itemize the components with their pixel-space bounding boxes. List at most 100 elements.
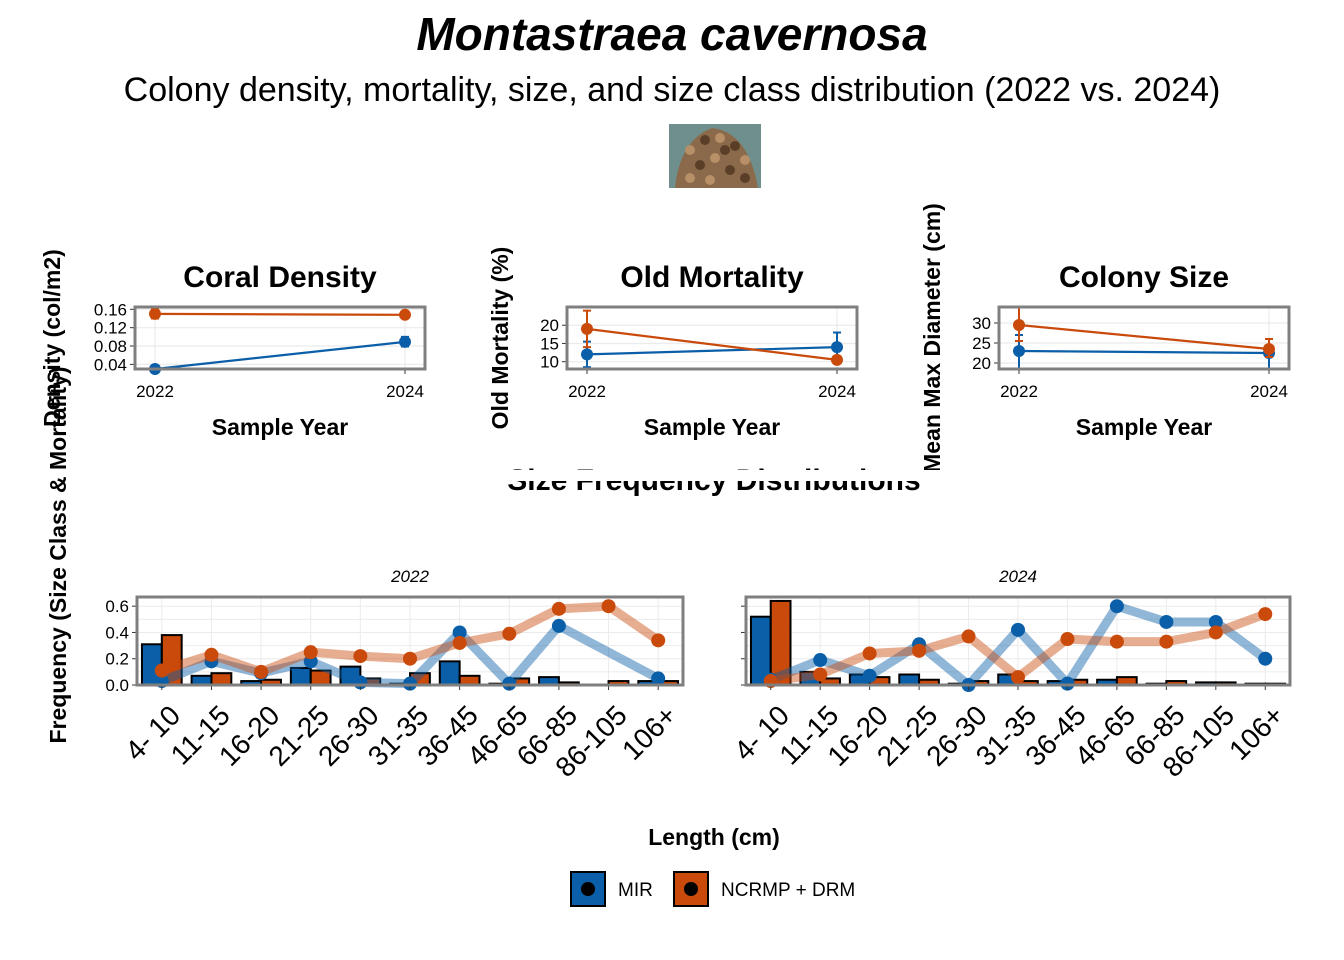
x-tick-label: 2024 bbox=[818, 382, 856, 401]
x-category-label: 106+ bbox=[1223, 699, 1290, 766]
data-point bbox=[831, 353, 843, 366]
frequency-point bbox=[961, 629, 976, 644]
frequency-point bbox=[1109, 634, 1124, 649]
y-tick-label: 0.4 bbox=[105, 623, 129, 642]
frequency-point bbox=[1060, 632, 1075, 647]
panel-coral-density: Coral Density 0.040.080.120.16 2022 2024 Sam… bbox=[39, 249, 427, 440]
plot-area bbox=[135, 307, 425, 369]
frequency-point bbox=[1011, 670, 1025, 685]
frequency-point bbox=[551, 601, 566, 616]
frequency-point bbox=[1258, 651, 1273, 666]
y-tick-label: 30 bbox=[972, 314, 991, 333]
y-axis-title: Mean Max Diameter (cm) bbox=[919, 203, 945, 473]
frequency-point bbox=[813, 653, 828, 668]
frequency-point bbox=[254, 664, 269, 679]
panel-border bbox=[565, 305, 859, 371]
x-axis-title: Sample Year bbox=[644, 414, 780, 440]
legend: MIR NCRMP + DRM bbox=[570, 871, 855, 907]
frequency-point bbox=[1109, 599, 1124, 614]
coral-polyp bbox=[685, 145, 695, 155]
frequency-point bbox=[862, 668, 877, 683]
panel-border bbox=[133, 305, 427, 371]
coral-polyp bbox=[740, 173, 750, 183]
data-point bbox=[399, 335, 411, 348]
y-tick-label: 15 bbox=[540, 334, 559, 353]
frequency-point bbox=[651, 633, 666, 648]
data-point bbox=[149, 307, 161, 320]
frequency-point bbox=[651, 671, 666, 686]
coral-polyp bbox=[710, 153, 720, 163]
series-line bbox=[586, 327, 838, 361]
y-tick-label: 10 bbox=[540, 353, 559, 372]
data-point bbox=[1013, 345, 1025, 357]
x-axis-title: Sample Year bbox=[1076, 414, 1212, 440]
facet-label: 2024 bbox=[998, 567, 1037, 586]
coral-polyp bbox=[730, 141, 740, 151]
coral-photo bbox=[669, 124, 761, 188]
series-line bbox=[154, 340, 406, 371]
bar-ncrmp bbox=[210, 672, 233, 686]
frequency-point bbox=[452, 635, 467, 650]
frequency-point bbox=[1159, 634, 1174, 649]
x-axis-title: Sample Year bbox=[212, 414, 348, 440]
y-tick-label: 0.16 bbox=[94, 300, 127, 319]
frequency-line bbox=[160, 621, 661, 689]
plot-area bbox=[567, 307, 857, 369]
x-tick-label: 2024 bbox=[1250, 382, 1288, 401]
coral-polyp bbox=[720, 145, 730, 155]
bar-mir bbox=[438, 660, 461, 687]
frequency-point bbox=[403, 651, 417, 666]
x-tick-label: 2022 bbox=[1000, 382, 1038, 401]
y-tick-label: 0.12 bbox=[94, 319, 127, 338]
data-point bbox=[581, 348, 593, 361]
frequency-point bbox=[551, 618, 566, 633]
coral-polyp bbox=[705, 175, 715, 185]
frequency-point bbox=[1011, 622, 1025, 637]
y-tick-label: 0.04 bbox=[94, 355, 127, 374]
frequency-point bbox=[1208, 614, 1223, 629]
panel-title: Coral Density bbox=[183, 261, 377, 294]
y-tick-label: 0.08 bbox=[94, 337, 127, 356]
y-axis-title: Density (col/m2) bbox=[39, 249, 65, 427]
x-category-label: 106+ bbox=[616, 699, 683, 766]
legend-key-point bbox=[581, 882, 595, 896]
series-line bbox=[586, 346, 838, 356]
bar-mir bbox=[289, 666, 312, 686]
data-point bbox=[399, 308, 411, 321]
panel-title: Old Mortality bbox=[620, 261, 804, 294]
y-tick-label: 0.0 bbox=[105, 676, 129, 695]
frequency-point bbox=[353, 649, 368, 664]
panel-border bbox=[997, 305, 1291, 371]
frequency-point bbox=[1208, 625, 1223, 640]
title-overlap-mask bbox=[440, 470, 1000, 481]
top-panels: Coral Density 0.040.080.120.16 2022 2024 Sam… bbox=[39, 203, 1291, 473]
legend-key-point bbox=[684, 882, 698, 896]
coral-polyp bbox=[685, 173, 695, 183]
coral-polyp bbox=[700, 135, 710, 145]
facet-label: 2022 bbox=[390, 567, 429, 586]
x-tick-label: 2024 bbox=[386, 382, 424, 401]
y-axis-title: Old Mortality (%) bbox=[487, 247, 513, 430]
data-point bbox=[581, 322, 593, 335]
coral-polyp bbox=[725, 165, 735, 175]
y-tick-label: 20 bbox=[972, 354, 991, 373]
frequency-point bbox=[813, 667, 828, 682]
y-tick-label: 20 bbox=[540, 316, 559, 335]
data-point bbox=[1013, 319, 1025, 331]
panel-border bbox=[135, 595, 685, 687]
coral-polyp bbox=[695, 160, 705, 170]
x-tick-label: 2022 bbox=[136, 382, 174, 401]
legend-label: MIR bbox=[618, 880, 653, 901]
coral-polyp bbox=[740, 155, 750, 165]
frequency-point bbox=[1258, 607, 1273, 622]
frequency-point bbox=[204, 647, 219, 662]
series-line bbox=[1018, 349, 1270, 355]
data-point bbox=[1263, 343, 1275, 355]
y-axis-title: Frequency (Size Class & Mortality) bbox=[45, 366, 71, 743]
data-point bbox=[831, 341, 843, 354]
figure-title: Montastraea cavernosa bbox=[416, 8, 927, 60]
series-line bbox=[1018, 323, 1270, 351]
frequency-point bbox=[452, 625, 467, 640]
